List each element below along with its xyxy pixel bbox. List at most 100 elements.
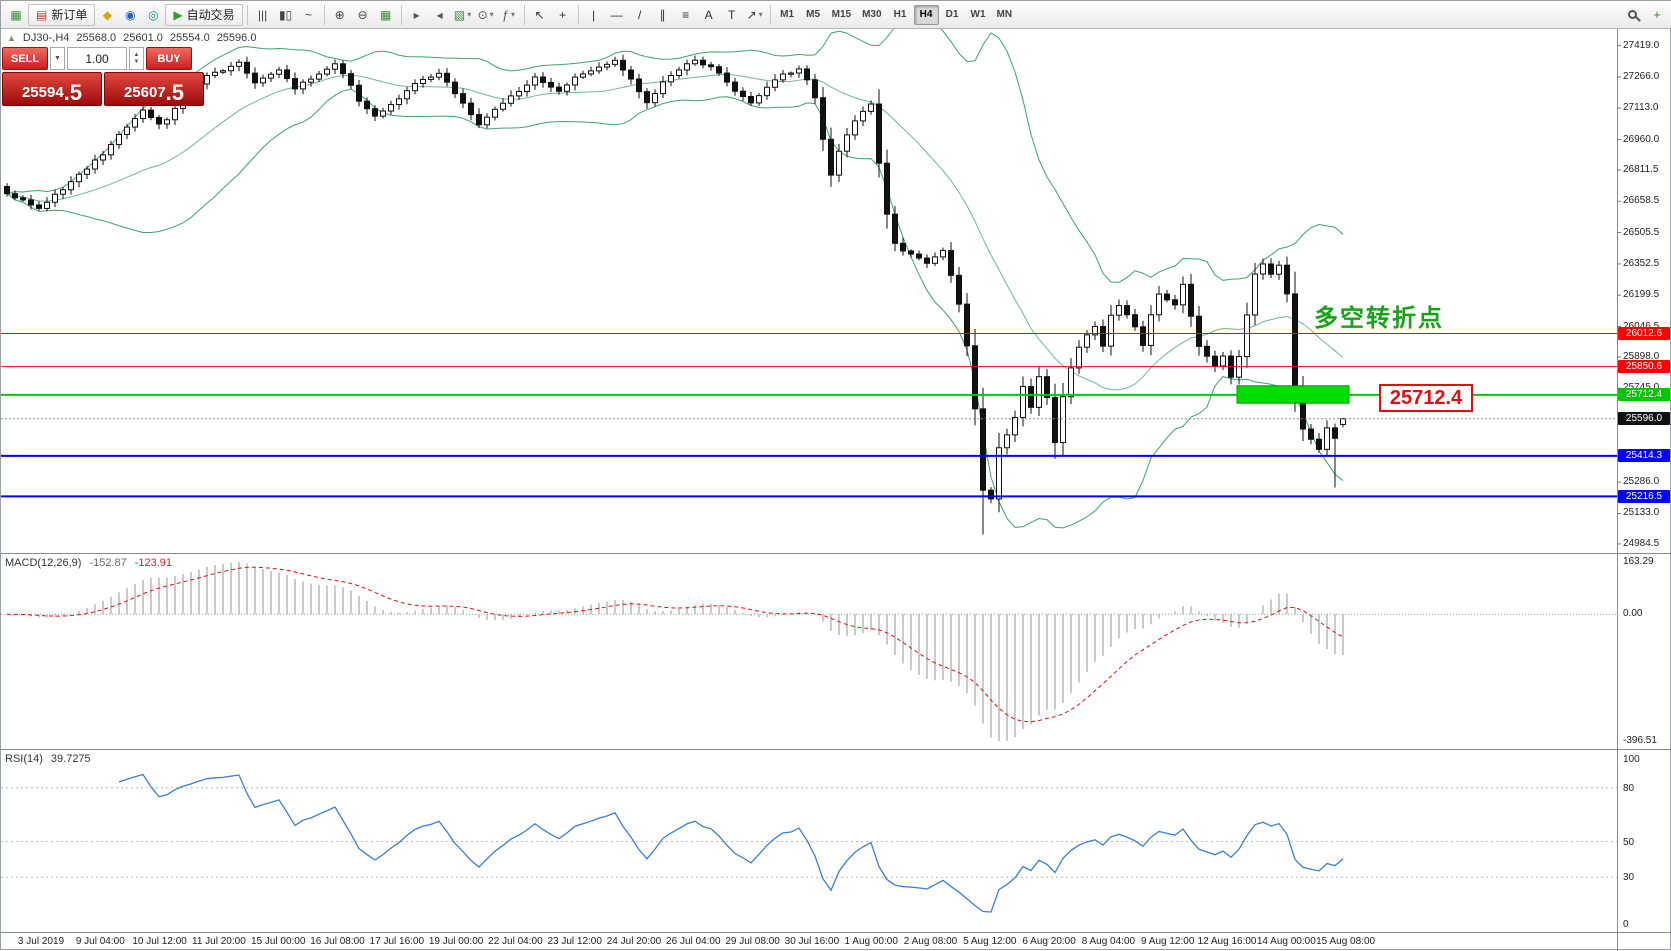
auto-scroll-icon[interactable]: ▸ [406, 4, 428, 26]
new-chart-icon[interactable]: ▦ [5, 4, 27, 26]
rsi-axis-label: 30 [1623, 872, 1635, 884]
autotrading-button[interactable]: ▶ 自动交易 [165, 3, 243, 26]
terminal-icon[interactable]: ◎ [142, 4, 164, 26]
one-click-trading-panel: SELL ▼ ▲ ▼ BUY 25594 .5 25607 .5 [2, 47, 206, 106]
toolbar-separator [577, 4, 579, 25]
date-label: 10 Jul 12:00 [132, 936, 187, 947]
price-axis[interactable]: 27419.0 27266.0 27113.0 26960.0 26811.5 26658… [1618, 1, 1671, 951]
date-label: 15 Jul 00:00 [250, 936, 306, 947]
new-order-icon: ▤ [36, 7, 48, 22]
date-label: 22 Jul 04:00 [488, 936, 543, 947]
candlestick-chart-icon-glyph: ▮▯ [279, 7, 293, 22]
date-label: 29 Jul 08:00 [725, 936, 780, 947]
text-label-icon-glyph: T [727, 7, 736, 22]
indicators-dropdown[interactable]: ƒ ▾ [498, 4, 520, 26]
hline-price-tag: 25216.5 [1618, 489, 1670, 503]
vertical-line-icon[interactable]: | [583, 4, 605, 26]
zoom-in-icon-glyph: ⊕ [334, 7, 345, 22]
auto-scroll-icon-glyph: ▸ [413, 7, 420, 22]
rsi-axis-label: 0 [1623, 919, 1629, 930]
price-axis-label: 26658.5 [1623, 195, 1660, 207]
zoom-out-icon-glyph: ⊖ [357, 7, 368, 22]
market-watch-icon[interactable]: ◆ [96, 4, 118, 26]
date-label: 23 Jul 12:00 [547, 936, 602, 947]
buy-button[interactable]: BUY [146, 47, 192, 70]
search-icon[interactable] [1623, 4, 1645, 26]
autotrading-button-label: 自动交易 [186, 8, 235, 22]
price-axis-label: 26505.5 [1623, 226, 1660, 238]
zoom-out-icon[interactable]: ⊖ [352, 4, 374, 26]
volume-stepper[interactable]: ▲ ▼ [129, 47, 144, 70]
stepper-down-icon[interactable]: ▼ [133, 58, 140, 65]
equidistant-channel-icon[interactable]: ∥ [652, 4, 674, 26]
price-axis-label: 25286.0 [1623, 476, 1660, 488]
bull-bear-turning-point-annotation[interactable]: 多空转折点 [1314, 305, 1444, 332]
date-label: 11 Jul 20:00 [192, 936, 246, 947]
timeframe-m15[interactable]: M15 [831, 9, 852, 20]
cursor-icon[interactable]: ↖ [529, 4, 551, 26]
tile-windows-icon[interactable]: ▦ [375, 4, 397, 26]
text-icon[interactable]: A [698, 4, 720, 26]
timeframe-mn[interactable]: MN [996, 9, 1013, 20]
date-label: 8 Aug 04:00 [1081, 936, 1136, 947]
profiles-dropdown-glyph: ▧ [453, 7, 466, 22]
price-axis-label: 26352.5 [1623, 257, 1660, 269]
zone-price-label[interactable]: 25712.4 [1379, 384, 1473, 412]
date-label: 1 Aug 00:00 [844, 936, 898, 947]
line-chart-icon[interactable]: ~ [298, 4, 320, 26]
new-order-button-label: 新订单 [51, 8, 88, 22]
chart-shift-icon[interactable]: ◂ [429, 4, 451, 26]
price-axis-label: 26811.5 [1623, 163, 1659, 175]
magnifier-glass [1627, 10, 1637, 19]
volume-dropdown-button[interactable]: ▼ [50, 47, 65, 70]
bar-chart-icon[interactable]: ||| [252, 4, 274, 26]
profiles-dropdown[interactable]: ▧ ▾ [452, 4, 474, 26]
timeframe-h1[interactable]: H1 [893, 9, 907, 20]
equidistant-channel-icon-glyph: ∥ [659, 7, 666, 22]
new-order-button[interactable]: ▤ 新订单 [28, 3, 96, 26]
hline-price-tag: 26012.6 [1618, 326, 1670, 340]
arrows-dropdown[interactable]: ↗ ▾ [744, 4, 766, 26]
chevron-down-icon: ▾ [489, 10, 494, 19]
data-window-icon[interactable]: ◉ [119, 4, 141, 26]
sell-button[interactable]: SELL [2, 47, 48, 70]
chevron-down-icon: ▾ [758, 10, 763, 19]
add-symbol-icon[interactable]: + [1653, 7, 1661, 22]
candlestick-chart-icon[interactable]: ▮▯ [275, 4, 297, 26]
new-chart-icon-glyph: ▦ [10, 7, 22, 22]
sell-price-box[interactable]: 25594 .5 [2, 72, 102, 106]
magnifier-handle [1634, 16, 1641, 22]
periods-dropdown-glyph: ⊙ [477, 7, 488, 22]
price-axis-label: 25898.0 [1623, 350, 1660, 362]
timeframe-m5[interactable]: M5 [806, 9, 821, 20]
periods-dropdown[interactable]: ⊙ ▾ [475, 4, 497, 26]
fibonacci-icon[interactable]: ≡ [675, 4, 697, 26]
stepper-up-icon[interactable]: ▲ [133, 51, 140, 58]
buy-price-box[interactable]: 25607 .5 [104, 72, 204, 106]
buy-price-main: 25607 [123, 84, 166, 101]
timeframe-w1[interactable]: W1 [970, 9, 986, 20]
text-label-icon[interactable]: T [721, 4, 743, 26]
trendline-icon[interactable]: / [629, 4, 651, 26]
horizontal-line-icon[interactable]: — [606, 4, 628, 26]
timeframe-d1[interactable]: D1 [945, 9, 959, 20]
date-axis[interactable]: 3 Jul 2019 9 Jul 04:00 10 Jul 12:00 11 Jul … [1, 933, 1617, 951]
volume-input[interactable] [67, 47, 127, 70]
crosshair-icon[interactable]: + [552, 4, 574, 26]
hline-price-tag: 25414.3 [1618, 449, 1670, 463]
terminal-icon-glyph: ◎ [148, 7, 159, 22]
tile-windows-icon-glyph: ▦ [379, 7, 392, 22]
timeframe-m1[interactable]: M1 [780, 9, 795, 20]
date-label: 17 Jul 16:00 [369, 936, 425, 947]
toolbar-separator [400, 4, 402, 25]
date-label: 6 Aug 20:00 [1022, 936, 1076, 947]
trade-controls-row: SELL ▼ ▲ ▼ BUY [2, 47, 206, 70]
timeframe-h4[interactable]: H4 [913, 4, 939, 25]
timeframe-m30[interactable]: M30 [862, 9, 882, 20]
date-label: 12 Aug 16:00 [1197, 936, 1257, 947]
zoom-in-icon[interactable]: ⊕ [329, 4, 351, 26]
chart-shift-icon-glyph: ◂ [436, 7, 443, 22]
price-axis-label: 24984.5 [1623, 537, 1660, 549]
sell-price-main: 25594 [21, 84, 64, 101]
